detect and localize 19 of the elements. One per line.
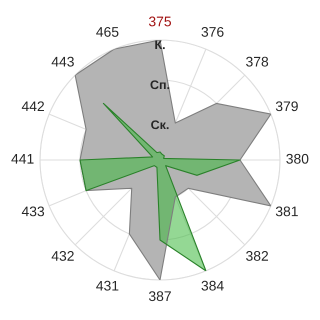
y-tick-label: К. <box>155 40 165 50</box>
y-tick-label: Сп. <box>150 80 170 90</box>
spoke-label: 382 <box>246 251 268 261</box>
spoke-label: 380 <box>286 154 308 164</box>
spoke-label: 378 <box>246 56 268 67</box>
spoke-label: 379 <box>276 101 298 112</box>
spoke-label: 433 <box>22 206 44 216</box>
spoke-label: 431 <box>96 280 118 291</box>
spoke-label: 387 <box>148 291 171 302</box>
spoke-label: 465 <box>96 26 118 37</box>
spoke-label: 376 <box>202 26 224 37</box>
spoke-label: 375 <box>148 16 172 26</box>
spoke-label: 442 <box>22 101 44 112</box>
spoke-label: 441 <box>11 154 34 164</box>
spoke-label: 432 <box>52 251 74 261</box>
spoke-label: 384 <box>202 280 224 291</box>
y-tick-label: Ск. <box>151 120 169 130</box>
spoke-label: 381 <box>276 206 298 216</box>
spoke-label: 443 <box>52 56 74 67</box>
